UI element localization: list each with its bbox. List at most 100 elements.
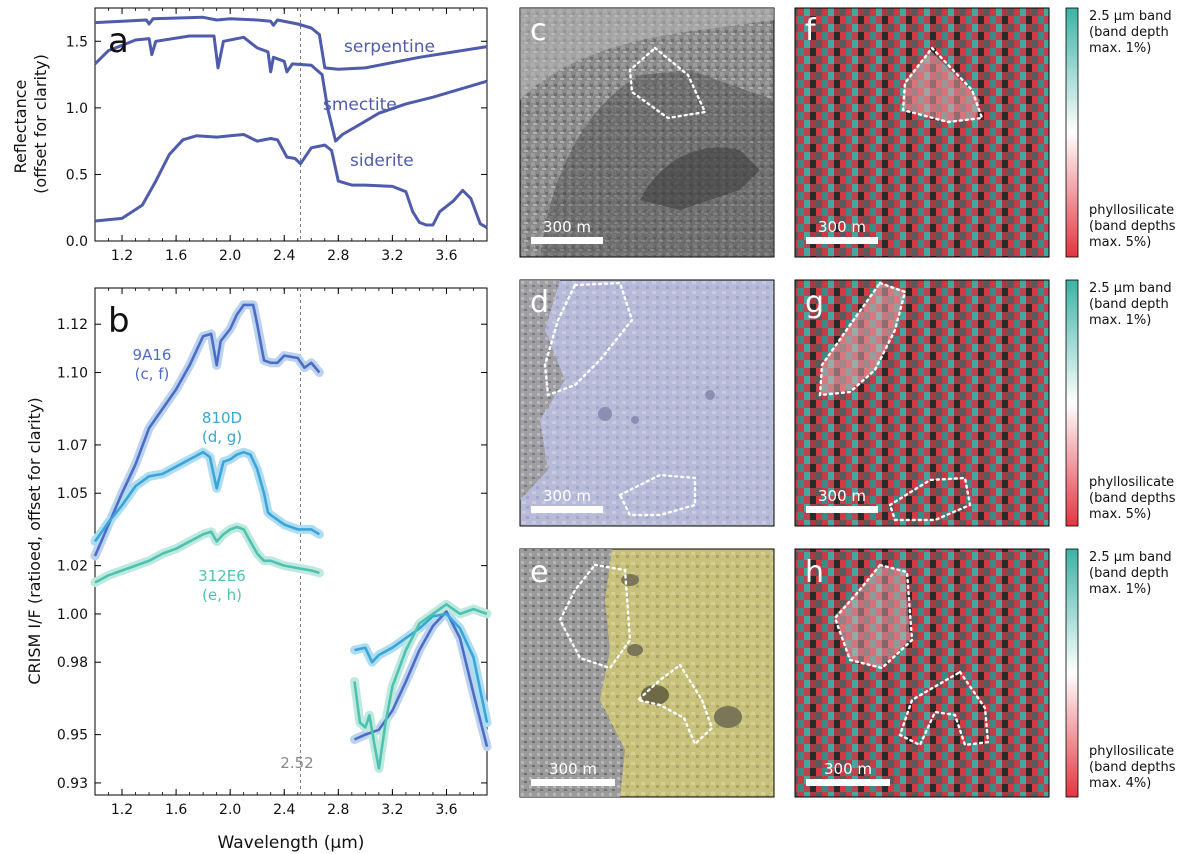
scale-bar <box>806 779 890 786</box>
y-tick-label: 0.93 <box>57 776 88 792</box>
panel-label-g: g <box>805 285 824 320</box>
colorbar-top-label: 2.5 μm band (band depth max. 1%) <box>1089 550 1172 597</box>
scale-bar-label: 300 m <box>549 760 597 778</box>
scale-bar <box>531 237 603 244</box>
x-tick-label: 3.6 <box>435 248 457 264</box>
y-tick-label: 0.5 <box>66 167 88 183</box>
image-panel-d: d 300 m <box>519 279 775 527</box>
map-panel-h: h 300 m <box>794 548 1050 798</box>
roi-outline <box>888 476 972 522</box>
x-tick-label: 2.4 <box>273 802 295 818</box>
image-panel-e: e 300 m <box>519 548 775 798</box>
x-tick-label: 1.6 <box>165 248 187 264</box>
line-9A16 <box>93 303 321 557</box>
scale-bar <box>806 506 878 513</box>
panel-label-a: a <box>108 21 129 61</box>
series-sublabel-810D: (d, g) <box>202 428 242 446</box>
image-panel-c: c 300 m <box>519 7 775 258</box>
line-smectite <box>93 34 488 143</box>
roi-outline <box>901 46 984 124</box>
series-label-siderite: siderite <box>350 151 414 171</box>
colorbar-3: 2.5 μm band (band depth max. 1%) phyllosil… <box>1065 548 1176 798</box>
colorbar-1: 2.5 μm band (band depth max. 1%) phyllosil… <box>1065 7 1176 258</box>
panel-label-b: b <box>108 301 130 341</box>
panel-a-ticks: 1.2 1.6 2.0 2.4 2.8 3.2 3.6 0.0 0.5 1.0 1.5 <box>66 8 488 264</box>
scale-bar <box>531 506 603 513</box>
y-tick-label: 0.0 <box>66 234 88 250</box>
colorbar-bottom-label: phyllosilicate (band depths max. 5%) <box>1089 475 1176 522</box>
roi-outline <box>898 670 990 747</box>
x-tick-label: 1.2 <box>111 802 133 818</box>
colorbar-bottom-label: phyllosilicate (band depths max. 4%) <box>1089 744 1176 791</box>
y-tick-label: 0.95 <box>57 728 88 744</box>
y-tick-label: 1.0 <box>66 101 88 117</box>
scale-bar-label: 300 m <box>543 218 591 236</box>
panel-label-d: d <box>530 285 549 320</box>
x-tick-label: 2.0 <box>219 248 241 264</box>
scale-bar-label: 300 m <box>818 218 866 236</box>
x-tick-label: 2.8 <box>327 802 349 818</box>
x-tick-label: 1.6 <box>165 802 187 818</box>
series-label-9A16: 9A16 <box>133 346 172 364</box>
scale-bar <box>806 237 878 244</box>
panel-a-lines <box>93 15 488 229</box>
colorbar-top-label: 2.5 μm band (band depth max. 1%) <box>1089 9 1172 56</box>
series-label-serpentine: serpentine <box>344 37 435 57</box>
x-tick-label: 2.0 <box>219 802 241 818</box>
y-tick-label: 1.05 <box>57 486 88 502</box>
reference-line-label: 2.52 <box>280 754 313 772</box>
y-tick-label: 1.00 <box>57 607 88 623</box>
panel-a: 1.2 1.6 2.0 2.4 2.8 3.2 3.6 0.0 0.5 1.0 1.5 a serp… <box>11 7 488 264</box>
x-tick-label: 3.2 <box>381 248 403 264</box>
y-tick-label: 0.98 <box>57 655 88 671</box>
y-tick-label: 1.12 <box>57 317 88 333</box>
roi-outline <box>558 563 632 670</box>
colorbar-top-label: 2.5 μm band (band depth max. 1%) <box>1089 281 1172 328</box>
panel-a-frame <box>94 7 488 242</box>
x-tick-label: 2.8 <box>327 248 349 264</box>
scale-bar-label: 300 m <box>818 487 866 505</box>
panel-a-ylabel: Reflectance (offset for clarity) <box>11 54 50 194</box>
line-312E6 <box>353 603 488 770</box>
panel-b-ylabel: CRISM I/F (ratioed, offset for clarity) <box>25 397 44 684</box>
x-tick-label: 1.2 <box>111 248 133 264</box>
x-tick-label: 2.4 <box>273 248 295 264</box>
roi-outline <box>618 473 697 517</box>
panel-label-c: c <box>530 13 547 48</box>
series-sublabel-9A16: (c, f) <box>135 365 170 383</box>
y-tick-label: 1.02 <box>57 559 88 575</box>
map-panel-f: f 300 m <box>794 7 1050 258</box>
series-label-810D: 810D <box>202 409 242 427</box>
line-810D <box>93 450 321 543</box>
roi-outline <box>628 46 707 120</box>
map-panel-g: g 300 m <box>794 279 1050 527</box>
panel-b-xlabel: Wavelength (μm) <box>218 833 365 853</box>
line-siderite <box>94 133 488 229</box>
panel-label-e: e <box>530 555 548 590</box>
x-tick-label: 3.2 <box>381 802 403 818</box>
line-810D <box>354 612 489 723</box>
series-label-smectite: smectite <box>323 95 397 115</box>
colorbar-bottom-label: phyllosilicate (band depths max. 5%) <box>1089 203 1176 250</box>
panel-label-f: f <box>805 13 817 48</box>
scale-bar-label: 300 m <box>824 760 872 778</box>
roi-outline <box>635 663 714 747</box>
y-tick-label: 1.10 <box>57 366 88 382</box>
colorbar-2: 2.5 μm band (band depth max. 1%) phyllosil… <box>1065 279 1176 527</box>
scale-bar <box>531 779 615 786</box>
x-tick-label: 3.6 <box>435 802 457 818</box>
series-label-312E6: 312E6 <box>198 567 246 585</box>
y-tick-label: 1.07 <box>57 438 88 454</box>
line-9A16 <box>353 610 489 748</box>
y-tick-label: 1.5 <box>66 34 88 50</box>
panel-label-h: h <box>805 555 824 590</box>
panel-b: 1.2 1.6 2.0 2.4 2.8 3.2 3.6 0.93 0.95 0.98 1.00 1.0… <box>25 287 492 853</box>
roi-outline <box>818 281 907 397</box>
line-312E6 <box>94 525 320 584</box>
panel-b-ticks: 1.2 1.6 2.0 2.4 2.8 3.2 3.6 0.93 0.95 0.98 1.00 1.0… <box>57 288 488 818</box>
panel-b-lines <box>90 300 492 773</box>
scale-bar-label: 300 m <box>543 487 591 505</box>
series-sublabel-312E6: (e, h) <box>202 586 242 604</box>
line-serpentine <box>94 15 488 71</box>
